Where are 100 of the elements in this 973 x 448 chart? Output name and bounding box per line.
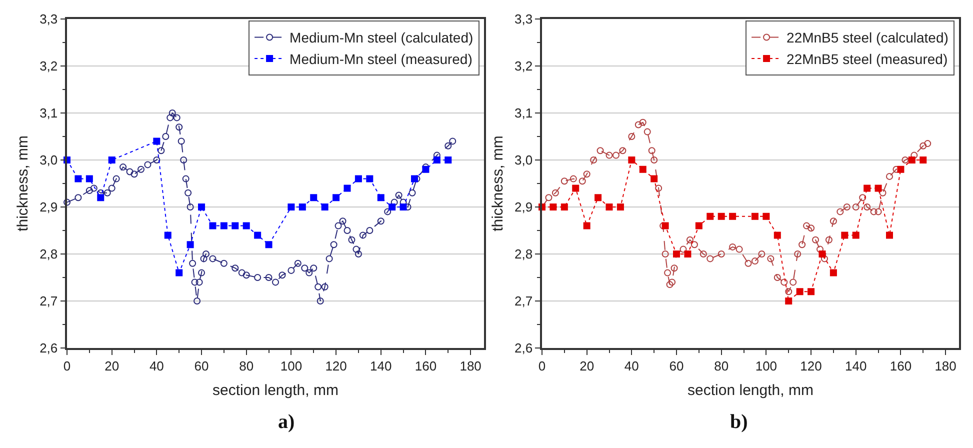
- point: [808, 288, 815, 296]
- point: [762, 212, 770, 220]
- point: [220, 222, 228, 230]
- y-tick-label: 2,9: [40, 200, 58, 215]
- y-tick-label: 2,7: [40, 294, 58, 309]
- point: [874, 184, 882, 192]
- point: [864, 184, 871, 192]
- point: [639, 166, 646, 173]
- point: [908, 156, 916, 164]
- x-tick-label: 180: [460, 358, 482, 374]
- point: [695, 222, 702, 230]
- point: [751, 212, 758, 220]
- y-tick-label: 3,1: [514, 106, 533, 121]
- point: [164, 232, 172, 239]
- point: [560, 204, 568, 210]
- point: [897, 166, 904, 173]
- x-tick-label: 20: [104, 358, 120, 374]
- y-axis-title: thickness, mm: [489, 136, 506, 232]
- legend-label: Medium-Mn steel (calculated): [290, 30, 474, 46]
- point: [108, 156, 116, 164]
- y-tick-label: 2,6: [514, 340, 533, 356]
- x-tick-label: 120: [800, 358, 822, 374]
- point: [718, 212, 725, 220]
- y-tick-label: 3,0: [514, 152, 533, 168]
- point: [606, 204, 613, 210]
- x-tick-label: 120: [325, 358, 347, 374]
- point: [616, 204, 624, 210]
- point: [74, 175, 82, 182]
- point: [400, 204, 407, 210]
- point: [433, 156, 440, 164]
- x-tick-label: 140: [845, 358, 867, 374]
- point: [344, 184, 351, 192]
- point: [209, 222, 216, 230]
- point: [97, 194, 104, 202]
- x-axis-title: section length, mm: [212, 382, 338, 399]
- point: [583, 222, 590, 230]
- point: [332, 194, 340, 202]
- point: [920, 156, 927, 164]
- point: [377, 194, 384, 202]
- y-tick-label: 3,2: [40, 58, 58, 74]
- point: [288, 204, 295, 210]
- point: [886, 232, 893, 239]
- y-tick-label: 2,8: [514, 246, 533, 262]
- point: [628, 156, 636, 164]
- y-tick-label: 3,0: [40, 152, 58, 168]
- y-tick-label: 2,7: [514, 294, 533, 309]
- point: [298, 204, 306, 210]
- x-tick-label: 180: [934, 358, 956, 374]
- point: [572, 184, 580, 192]
- point: [841, 232, 848, 239]
- y-tick-label: 3,2: [514, 58, 533, 74]
- y-axis-title: thickness, mm: [14, 136, 32, 232]
- x-tick-label: 0: [63, 358, 71, 374]
- y-tick-label: 2,9: [514, 200, 533, 215]
- y-tick-label: 2,6: [40, 340, 58, 356]
- point: [818, 250, 826, 258]
- point: [265, 241, 272, 248]
- x-tick-label: 0: [538, 358, 546, 374]
- point: [444, 156, 452, 164]
- point: [176, 269, 183, 276]
- x-tick-label: 80: [714, 358, 729, 374]
- point: [388, 204, 396, 210]
- x-tick-label: 100: [280, 358, 302, 374]
- point: [594, 194, 602, 202]
- point: [650, 175, 658, 182]
- x-tick-label: 40: [624, 358, 639, 374]
- point: [198, 204, 206, 210]
- x-tick-label: 40: [149, 358, 164, 374]
- y-tick-label: 3,3: [40, 12, 58, 27]
- point: [86, 175, 93, 182]
- point: [354, 175, 362, 182]
- point: [310, 194, 318, 202]
- point: [186, 241, 194, 248]
- point: [785, 298, 792, 304]
- y-tick-label: 3,1: [40, 106, 58, 121]
- point: [550, 204, 557, 210]
- point: [232, 222, 239, 230]
- text: a): [278, 411, 295, 433]
- x-tick-label: 160: [414, 358, 437, 374]
- point: [321, 204, 328, 210]
- y-tick-label: 2,8: [40, 246, 58, 262]
- point: [254, 232, 262, 239]
- point: [706, 212, 714, 220]
- x-tick-label: 60: [194, 358, 209, 374]
- point: [852, 232, 860, 239]
- x-tick-label: 160: [890, 358, 912, 374]
- point: [774, 232, 781, 239]
- legend-label: 22MnB5 steel (measured): [786, 50, 948, 67]
- legend-label: Medium-Mn steel (measured): [290, 50, 472, 67]
- x-tick-label: 20: [580, 358, 594, 374]
- point: [242, 222, 250, 230]
- point: [729, 212, 736, 220]
- x-axis-title: section length, mm: [688, 382, 814, 399]
- point: [153, 138, 160, 145]
- x-tick-label: 140: [370, 358, 392, 374]
- x-tick-label: 100: [755, 358, 778, 374]
- legend-label: 22MnB5 steel (calculated): [786, 30, 948, 46]
- point: [796, 288, 804, 296]
- point: [366, 175, 374, 182]
- x-tick-label: 80: [239, 358, 254, 374]
